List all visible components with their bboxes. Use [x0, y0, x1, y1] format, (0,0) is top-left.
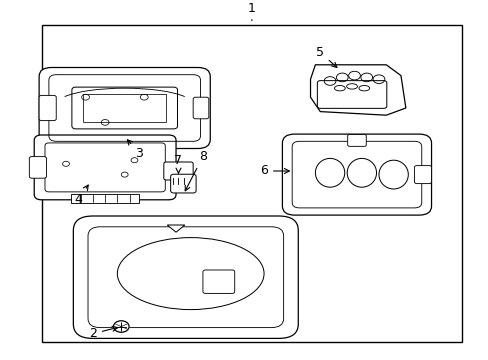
FancyBboxPatch shape [282, 134, 430, 215]
Bar [71, 194, 139, 203]
FancyBboxPatch shape [34, 135, 176, 200]
FancyBboxPatch shape [39, 95, 56, 121]
Text: 8: 8 [185, 150, 206, 191]
Circle shape [113, 321, 129, 332]
Bar [41, 25, 461, 342]
PathPatch shape [310, 65, 405, 115]
Text: 7: 7 [174, 154, 182, 173]
FancyBboxPatch shape [193, 97, 208, 119]
Text: 2: 2 [89, 326, 117, 340]
FancyBboxPatch shape [39, 68, 210, 149]
FancyBboxPatch shape [73, 216, 298, 338]
FancyBboxPatch shape [347, 134, 366, 146]
Text: 5: 5 [316, 46, 336, 67]
Polygon shape [167, 225, 184, 232]
Text: 6: 6 [260, 165, 289, 177]
Bar [83, 94, 166, 122]
FancyBboxPatch shape [170, 174, 196, 193]
FancyBboxPatch shape [29, 157, 46, 178]
Text: 3: 3 [127, 140, 143, 159]
Text: 1: 1 [247, 3, 255, 15]
FancyBboxPatch shape [163, 162, 193, 180]
Text: 4: 4 [74, 185, 88, 206]
FancyBboxPatch shape [413, 166, 430, 184]
